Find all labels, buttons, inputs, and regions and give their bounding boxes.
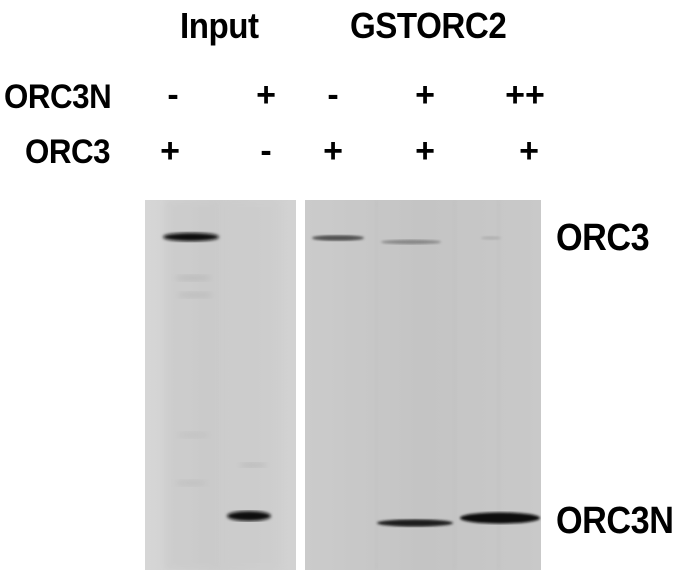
- row-label-orc3n: ORC3N: [4, 78, 112, 116]
- row2-lane1-sign: +: [160, 132, 180, 170]
- band-orc3n-lane4: [377, 519, 453, 527]
- row1-lane2-sign: +: [256, 76, 276, 114]
- row-label-orc3: ORC3: [25, 133, 111, 171]
- gel-panel-input: [145, 200, 296, 570]
- band-orc3n-lane2: [227, 511, 271, 521]
- row2-lane3-sign: +: [323, 132, 343, 170]
- row2-lane5-sign: +: [519, 132, 539, 170]
- gel-gstorc2-image: [305, 200, 541, 570]
- input-header: Input: [180, 5, 259, 46]
- row2-lane2-sign: -: [260, 132, 272, 170]
- row2-lane4-sign: +: [415, 132, 435, 170]
- row1-lane1-sign: -: [167, 76, 179, 114]
- band-label-orc3: ORC3: [556, 217, 650, 259]
- band-orc3n-lane5: [460, 512, 540, 524]
- faint-band: [175, 275, 211, 281]
- row1-lane5-sign: ++: [505, 76, 545, 114]
- lane-2-streak: [225, 200, 280, 570]
- gel-panel-gstorc2: [305, 200, 541, 570]
- row1-lane4-sign: +: [415, 76, 435, 114]
- lane-divider: [497, 200, 500, 570]
- band-orc3-lane3: [312, 235, 364, 241]
- lane-divider: [375, 200, 378, 570]
- faint-band: [177, 292, 213, 298]
- faint-band: [175, 480, 207, 486]
- faint-band: [239, 462, 267, 468]
- band-orc3-lane5: [481, 236, 501, 240]
- band-orc3-lane4: [381, 239, 441, 245]
- gstorc2-header: GSTORC2: [350, 5, 507, 46]
- band-orc3-lane1: [163, 232, 219, 242]
- row1-lane3-sign: -: [327, 76, 339, 114]
- lane-divider: [453, 200, 456, 570]
- gel-input-image: [145, 200, 296, 570]
- faint-band: [177, 432, 209, 438]
- lane-1-streak: [165, 200, 220, 570]
- band-label-orc3n: ORC3N: [556, 500, 674, 542]
